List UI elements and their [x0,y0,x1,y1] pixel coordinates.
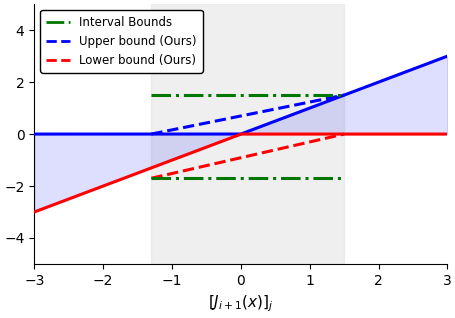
Bar [151,4,344,264]
X-axis label: $[J_{i+1}(x)]_j$: $[J_{i+1}(x)]_j$ [207,293,273,314]
Legend: Interval Bounds, Upper bound (Ours), Lower bound (Ours): Interval Bounds, Upper bound (Ours), Low… [40,10,202,73]
